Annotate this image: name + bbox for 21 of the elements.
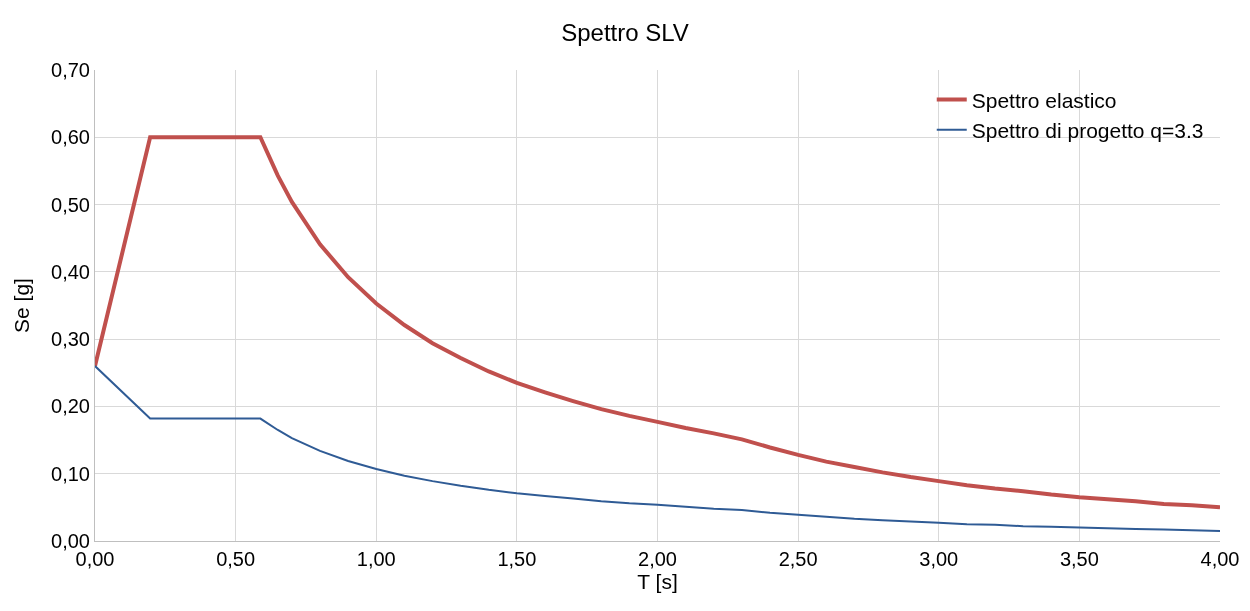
y-tick-label: 0,30	[51, 328, 90, 351]
x-tick-label: 1,00	[356, 548, 396, 570]
x-tick-label: 0,50	[216, 548, 256, 570]
x-tick-label: 2,50	[778, 548, 818, 570]
x-tick-label: 2,00	[638, 548, 677, 570]
y-tick-label: 0,60	[51, 126, 90, 149]
y-tick-label: 0,40	[51, 260, 90, 283]
y-tick-label: 0,10	[51, 462, 90, 485]
y-tick-label: 0,70	[51, 59, 90, 81]
x-tick-label: 3,00	[919, 548, 959, 570]
x-axis-title: T [s]	[637, 570, 678, 593]
y-tick-label: 0,20	[51, 395, 90, 418]
y-axis-title: Se [g]	[10, 278, 34, 333]
legend-label: Spettro di progetto q=3.3	[971, 119, 1204, 143]
legend-label: Spettro elastico	[971, 88, 1117, 112]
x-tick-label: 4,00	[1200, 548, 1240, 570]
chart-title: Spettro SLV	[561, 19, 689, 47]
line-series	[95, 365, 1220, 532]
x-tick-label: 3,50	[1059, 548, 1099, 570]
x-tick-label: 1,50	[497, 548, 537, 570]
y-tick-label: 0,50	[51, 193, 90, 216]
